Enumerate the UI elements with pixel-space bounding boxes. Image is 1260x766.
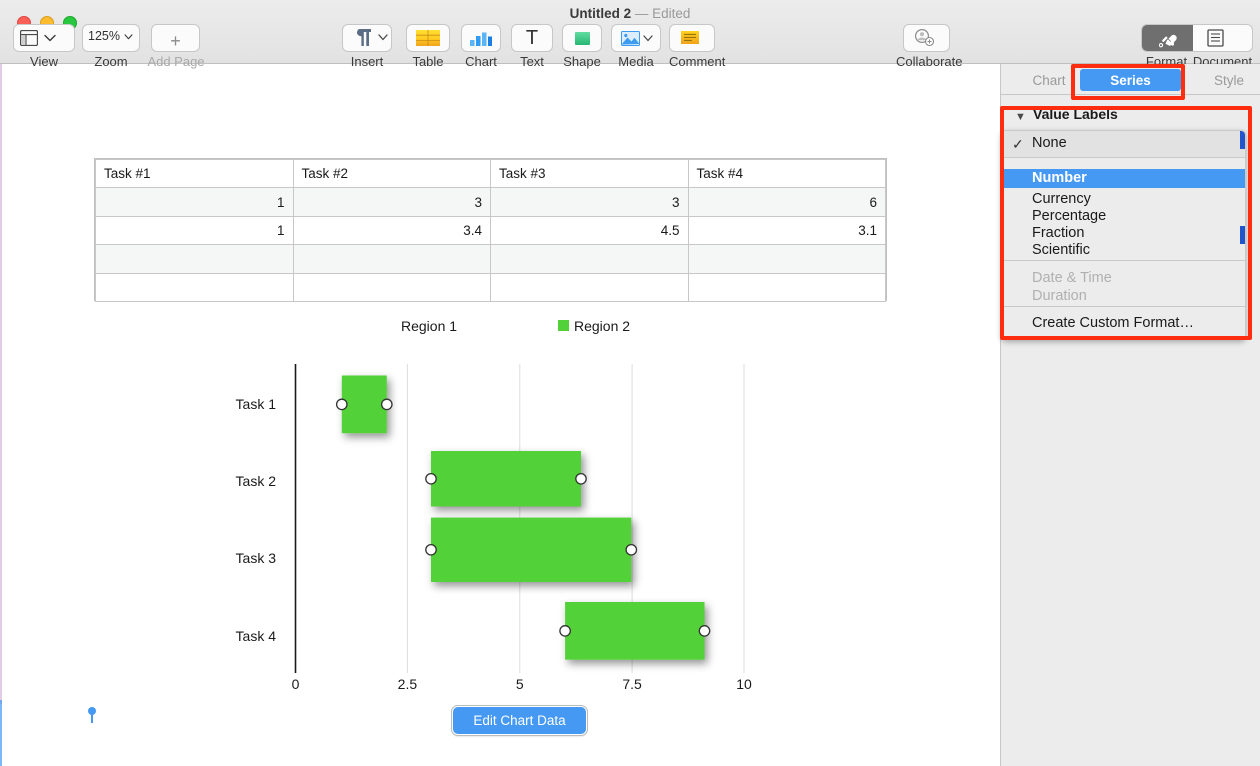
svg-text:Task 4: Task 4 bbox=[236, 628, 277, 644]
svg-text:10: 10 bbox=[736, 676, 752, 692]
svg-text:7.5: 7.5 bbox=[622, 676, 642, 692]
svg-text:Task 3: Task 3 bbox=[236, 550, 277, 566]
svg-text:2.5: 2.5 bbox=[398, 676, 418, 692]
svg-text:5: 5 bbox=[516, 676, 524, 692]
svg-text:Task 1: Task 1 bbox=[236, 396, 277, 412]
svg-text:0: 0 bbox=[292, 676, 300, 692]
svg-text:Task 2: Task 2 bbox=[236, 473, 277, 489]
